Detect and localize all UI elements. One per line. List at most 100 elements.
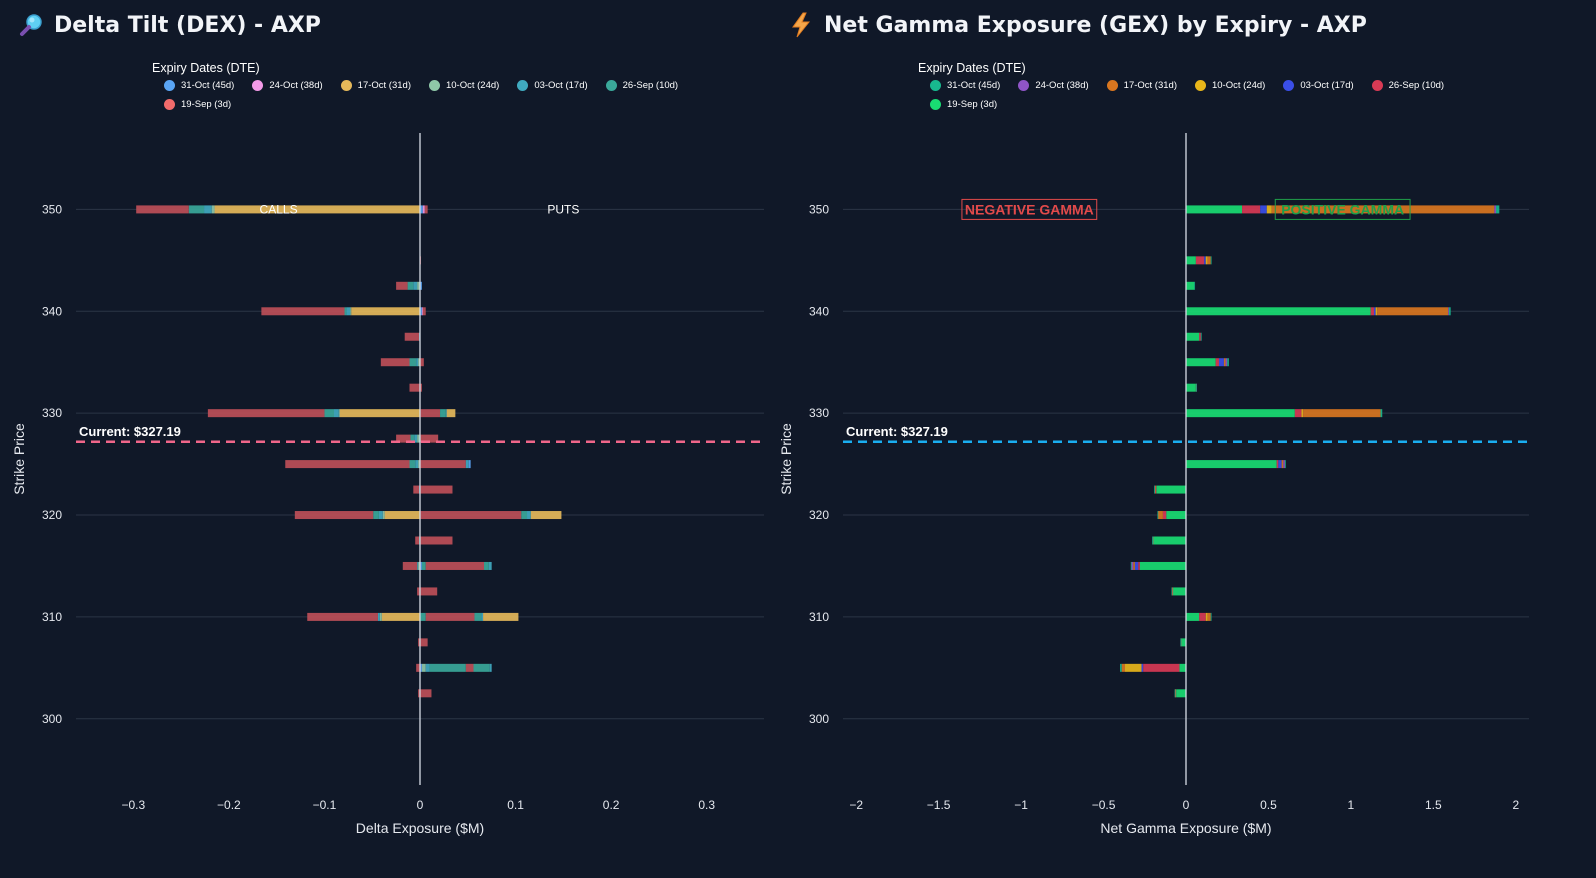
- legend-item[interactable]: 26-Sep (10d): [605, 78, 678, 93]
- legend-swatch: [252, 80, 264, 91]
- bar-segment: [381, 612, 420, 621]
- dex-title: Delta Tilt (DEX) - AXP: [18, 12, 321, 38]
- bar-segment: [418, 638, 420, 647]
- bar-segment: [473, 663, 490, 672]
- bar-segment: [1205, 612, 1208, 621]
- bar-segment: [1152, 536, 1153, 545]
- bar-segment: [415, 536, 420, 545]
- bar-segment: [425, 612, 475, 621]
- bar-segment: [1278, 460, 1282, 469]
- bar-segment: [1375, 307, 1378, 316]
- legend-item[interactable]: 26-Sep (10d): [1371, 78, 1445, 93]
- bar-segment: [420, 511, 522, 520]
- y-tick-label: 340: [809, 304, 829, 318]
- bar-segment: [396, 434, 411, 443]
- x-tick-label: −1: [1014, 798, 1028, 812]
- bar-segment: [420, 638, 428, 647]
- bar-segment: [1303, 409, 1381, 418]
- bar-segment: [379, 612, 382, 621]
- legend-label: 31-Oct (45d): [181, 80, 235, 91]
- bar-segment: [1227, 358, 1229, 367]
- bar-segment: [1157, 511, 1163, 520]
- legend-item[interactable]: 19-Sep (3d): [164, 97, 234, 112]
- bar-segment: [413, 281, 418, 290]
- bar-segment: [1157, 511, 1159, 520]
- legend-swatch: [164, 99, 175, 110]
- bar-segment: [420, 561, 422, 570]
- bar-segment: [488, 561, 492, 570]
- annotation-label: PUTS: [547, 202, 579, 216]
- legend-item[interactable]: 03-Oct (17d): [517, 78, 588, 93]
- bar-segment: [465, 663, 474, 672]
- bar-segment: [420, 485, 453, 494]
- legend-label: 26-Sep (10d): [1388, 80, 1445, 91]
- bar-segment: [1153, 536, 1186, 545]
- bar-segment: [421, 307, 423, 316]
- current-price-label: Current: $327.19: [846, 424, 948, 439]
- bar-segment: [1181, 638, 1186, 647]
- bar-segment: [1172, 587, 1186, 596]
- bar-segment: [1200, 332, 1202, 341]
- bar-segment: [420, 460, 466, 469]
- bar-segment: [420, 383, 422, 392]
- x-tick-label: 0.2: [603, 798, 620, 812]
- bar-segment: [1171, 587, 1173, 596]
- legend-label: 17-Oct (31d): [357, 80, 411, 91]
- legend-item[interactable]: 31-Oct (45d): [930, 78, 1000, 93]
- bar-segment: [1162, 511, 1167, 520]
- legend-label: 19-Sep (3d): [947, 99, 998, 110]
- bar-segment: [1283, 460, 1285, 469]
- bar-segment: [425, 663, 430, 672]
- legend-item[interactable]: 24-Oct (38d): [1018, 78, 1089, 93]
- legend-item[interactable]: 10-Oct (24d): [428, 78, 499, 93]
- legend-item[interactable]: 17-Oct (31d): [1106, 78, 1177, 93]
- bar-segment: [421, 663, 426, 672]
- bar-segment: [1215, 358, 1219, 367]
- bar-segment: [1207, 256, 1211, 265]
- bar-segment: [1186, 256, 1196, 265]
- legend-label: 19-Sep (3d): [181, 99, 232, 110]
- legend-item[interactable]: 31-Oct (45d): [164, 78, 234, 93]
- annotation-label: CALLS: [260, 202, 298, 216]
- bar-segment: [1218, 358, 1224, 367]
- bar-segment: [414, 434, 418, 443]
- y-tick-label: 350: [809, 202, 829, 216]
- x-tick-label: 2: [1512, 798, 1519, 812]
- bar-segment: [1155, 485, 1157, 494]
- bar-segment: [1154, 485, 1155, 494]
- bar-segment: [1205, 256, 1208, 265]
- legend-item[interactable]: 03-Oct (17d): [1283, 78, 1354, 93]
- bar-segment: [1207, 612, 1211, 621]
- legend-item[interactable]: 19-Sep (3d): [930, 97, 1000, 112]
- bar-segment: [416, 663, 420, 672]
- bar-segment: [417, 587, 420, 596]
- bar-segment: [382, 511, 385, 520]
- bar-segment: [1276, 460, 1279, 469]
- legend-label: 31-Oct (45d): [947, 80, 1001, 91]
- annotation-box: [1274, 198, 1411, 220]
- y-tick-label: 350: [42, 202, 62, 216]
- bar-segment: [409, 358, 417, 367]
- bar-segment: [324, 409, 334, 418]
- bar-segment: [420, 205, 423, 214]
- bar-segment: [416, 358, 419, 367]
- bar-segment: [483, 612, 519, 621]
- x-axis-label: Delta Exposure ($M): [356, 820, 484, 836]
- bar-segment: [1186, 358, 1216, 367]
- bar-segment: [1174, 689, 1176, 698]
- bar-segment: [351, 307, 420, 316]
- bar-segment: [424, 205, 428, 214]
- bar-segment: [1179, 663, 1186, 672]
- bar-segment: [380, 358, 410, 367]
- legend-label: 17-Oct (31d): [1123, 80, 1177, 91]
- legend-item[interactable]: 17-Oct (31d): [340, 78, 411, 93]
- bar-segment: [1154, 485, 1156, 494]
- bar-segment: [445, 409, 447, 418]
- bar-segment: [1225, 358, 1228, 367]
- bar-segment: [1494, 205, 1497, 214]
- bar-segment: [339, 409, 420, 418]
- bar-segment: [1186, 307, 1371, 316]
- legend-item[interactable]: 24-Oct (38d): [252, 78, 323, 93]
- legend-item[interactable]: 10-Oct (24d): [1194, 78, 1265, 93]
- bar-segment: [1448, 307, 1450, 316]
